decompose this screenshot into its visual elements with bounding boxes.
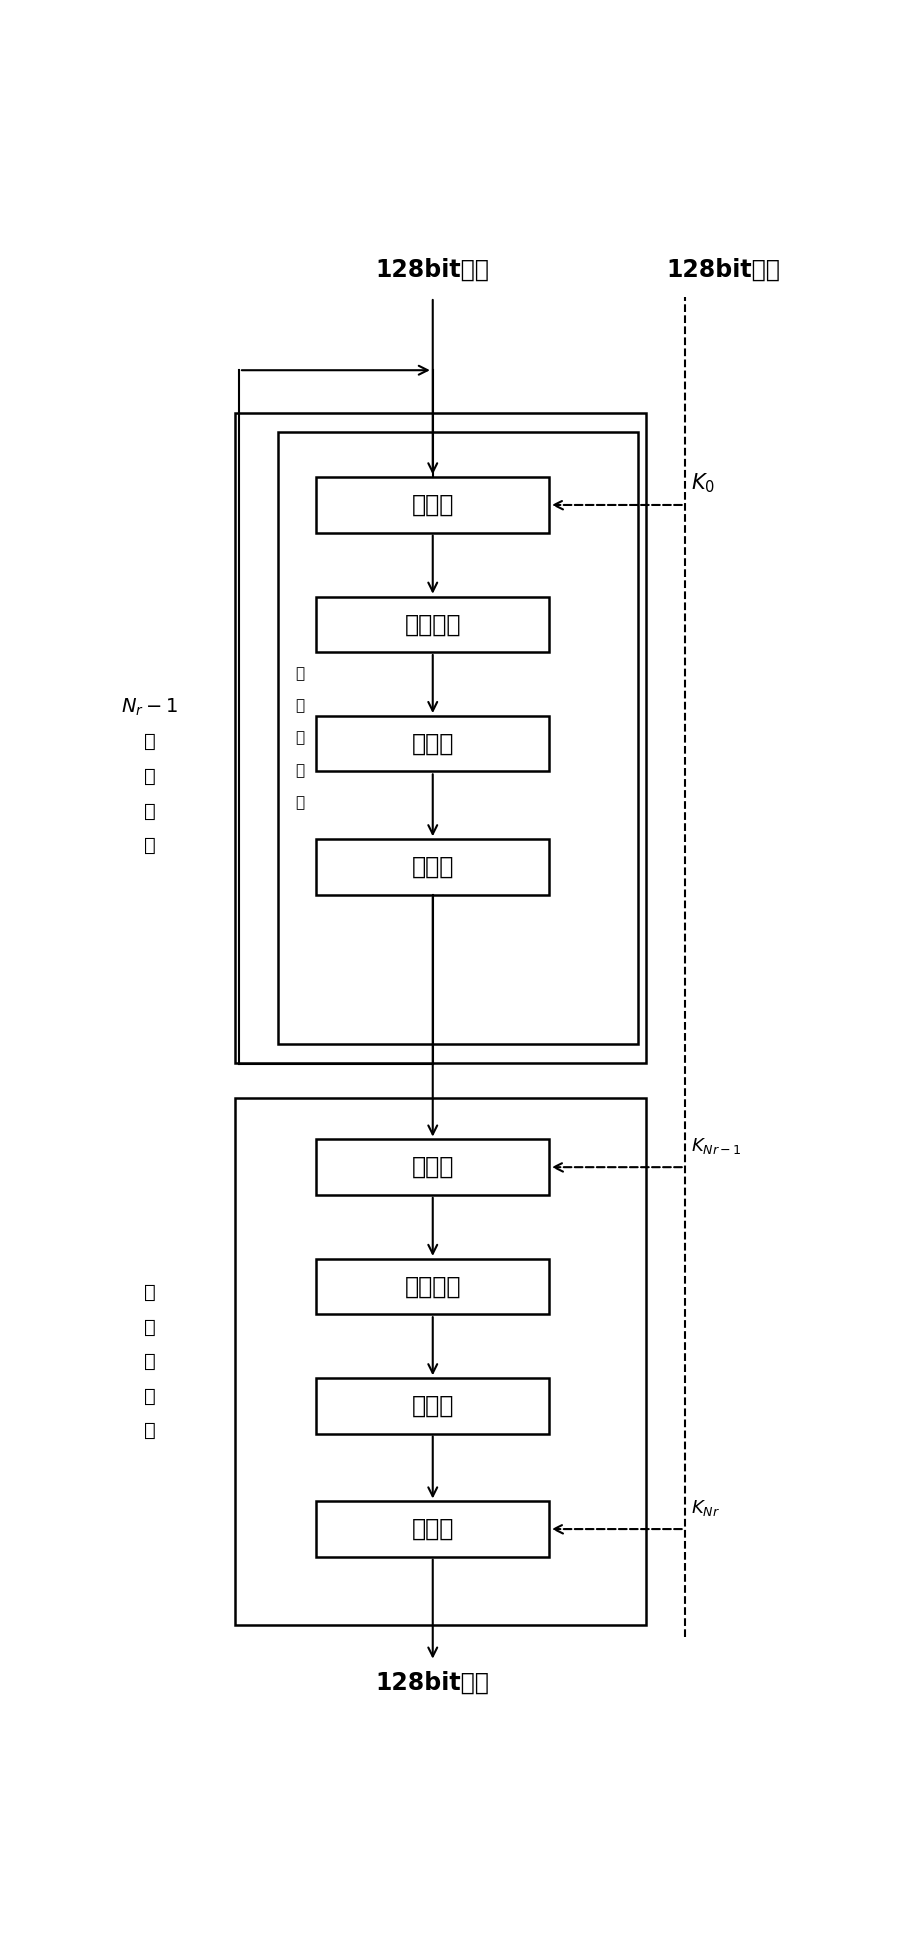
Text: $K_{Nr-1}$: $K_{Nr-1}$ xyxy=(690,1135,741,1156)
Text: $N_r-1$: $N_r-1$ xyxy=(121,696,178,717)
Text: 列混合: 列混合 xyxy=(411,855,453,878)
Text: 轮: 轮 xyxy=(144,767,155,785)
Text: 128bit密钥: 128bit密钥 xyxy=(665,258,779,282)
Text: 换: 换 xyxy=(295,666,303,680)
Text: 轮: 轮 xyxy=(295,731,303,746)
Text: 变: 变 xyxy=(295,698,303,713)
Bar xyxy=(235,1098,645,1626)
Text: 字节替换: 字节替换 xyxy=(404,1275,460,1298)
Text: 轮: 轮 xyxy=(144,1352,155,1372)
Text: 换: 换 xyxy=(144,1422,155,1440)
Bar xyxy=(316,597,549,653)
Text: 末: 末 xyxy=(144,1282,155,1302)
Text: 128bit密文: 128bit密文 xyxy=(375,1671,489,1694)
Text: 普: 普 xyxy=(295,795,303,810)
Bar xyxy=(278,431,638,1043)
Text: 轮: 轮 xyxy=(144,1317,155,1337)
Text: 次: 次 xyxy=(144,733,155,752)
Text: 变: 变 xyxy=(144,802,155,820)
Text: 行移位: 行移位 xyxy=(411,733,453,756)
Text: 128bit明文: 128bit明文 xyxy=(375,258,489,282)
Text: 变: 变 xyxy=(144,1387,155,1405)
Text: 字节替换: 字节替换 xyxy=(404,612,460,635)
Text: $K_0$: $K_0$ xyxy=(690,472,714,495)
Text: 密钥加: 密钥加 xyxy=(411,1156,453,1179)
Bar xyxy=(316,1378,549,1434)
Text: 换: 换 xyxy=(144,835,155,855)
Text: 密钥加: 密钥加 xyxy=(411,1517,453,1541)
Bar xyxy=(316,839,549,894)
Text: 通: 通 xyxy=(295,764,303,777)
Bar xyxy=(235,412,645,1063)
Bar xyxy=(316,1139,549,1195)
Bar xyxy=(316,1259,549,1313)
Bar xyxy=(316,478,549,532)
Text: 行移位: 行移位 xyxy=(411,1393,453,1418)
Text: 密钥加: 密钥加 xyxy=(411,494,453,517)
Bar xyxy=(316,1502,549,1556)
Text: $K_{Nr}$: $K_{Nr}$ xyxy=(690,1498,719,1517)
Bar xyxy=(316,715,549,771)
